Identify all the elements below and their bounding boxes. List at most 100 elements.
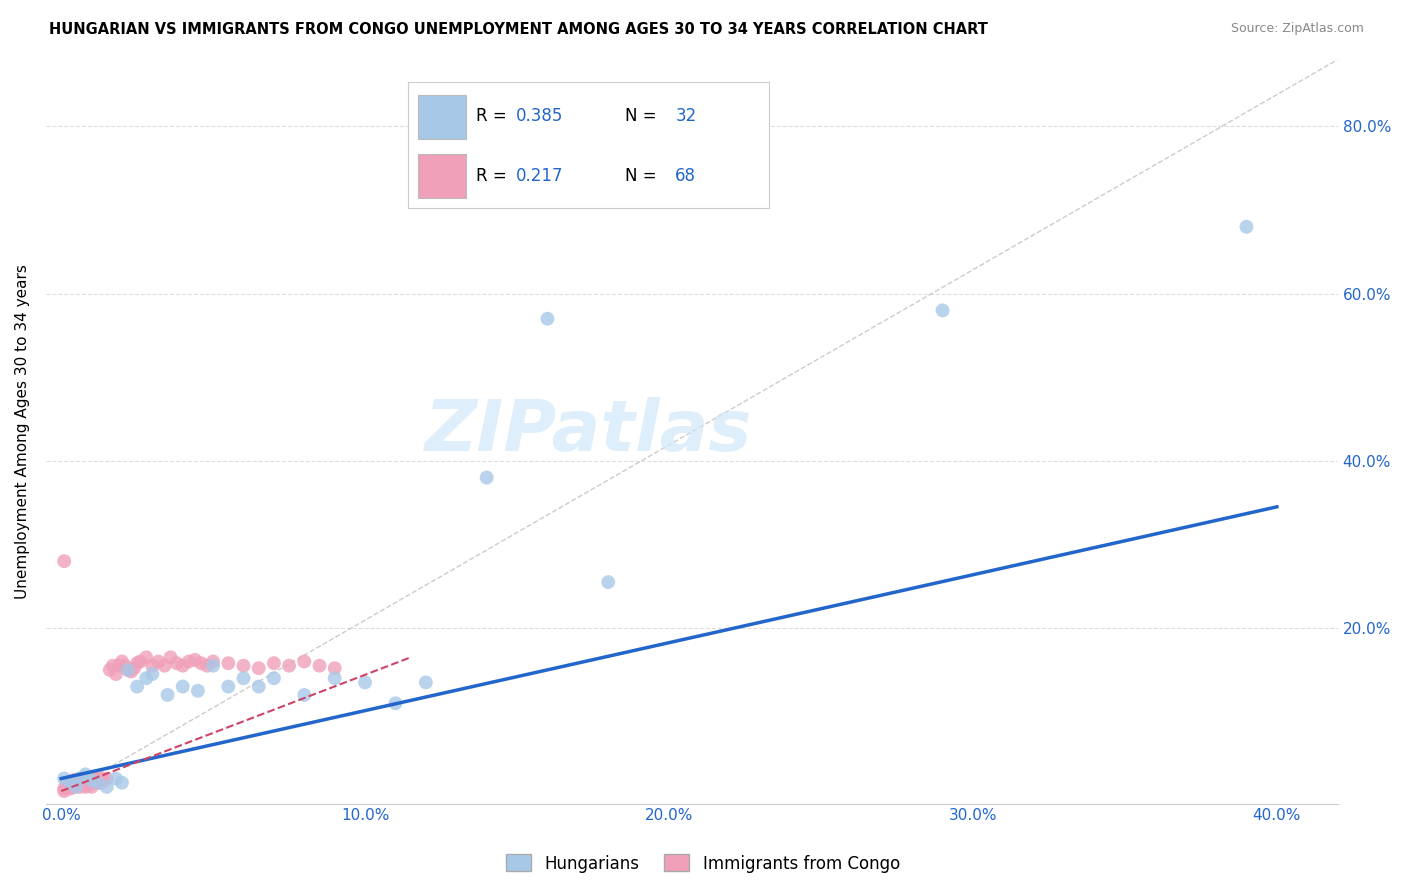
Point — [153, 658, 176, 673]
Point — [108, 658, 131, 673]
Point — [263, 656, 285, 670]
Point — [93, 773, 115, 788]
Point — [323, 671, 346, 685]
Point — [148, 655, 170, 669]
Point — [56, 780, 79, 794]
Y-axis label: Unemployment Among Ages 30 to 34 years: Unemployment Among Ages 30 to 34 years — [15, 264, 30, 599]
Point — [96, 772, 118, 786]
Point — [83, 772, 105, 786]
Point — [323, 661, 346, 675]
Point — [62, 775, 84, 789]
Point — [75, 775, 97, 789]
Point — [77, 773, 100, 788]
Point — [72, 778, 94, 792]
Point — [65, 778, 87, 792]
Point — [292, 688, 315, 702]
Point — [83, 775, 105, 789]
Point — [172, 658, 194, 673]
Point — [190, 656, 212, 670]
Point — [177, 655, 200, 669]
Point — [75, 780, 97, 794]
Point — [56, 775, 79, 789]
Point — [72, 775, 94, 789]
Point — [232, 671, 254, 685]
Point — [354, 675, 377, 690]
Point — [166, 656, 188, 670]
Point — [67, 775, 90, 789]
Point — [292, 655, 315, 669]
Point — [86, 775, 108, 789]
Point — [98, 663, 121, 677]
Point — [53, 781, 76, 796]
Point — [247, 661, 270, 675]
Point — [53, 772, 76, 786]
Point — [65, 780, 87, 794]
Point — [217, 680, 239, 694]
Point — [195, 658, 218, 673]
Point — [127, 656, 149, 670]
Point — [308, 658, 330, 673]
Point — [59, 781, 82, 796]
Point — [278, 658, 301, 673]
Point — [475, 470, 498, 484]
Point — [80, 773, 103, 788]
Point — [67, 780, 90, 794]
Point — [59, 778, 82, 792]
Point — [931, 303, 953, 318]
Point — [598, 575, 620, 590]
Point — [86, 775, 108, 789]
Point — [156, 688, 179, 702]
Point — [65, 773, 87, 788]
Point — [114, 658, 136, 673]
Point — [202, 658, 225, 673]
Point — [62, 773, 84, 788]
Point — [202, 655, 225, 669]
Text: HUNGARIAN VS IMMIGRANTS FROM CONGO UNEMPLOYMENT AMONG AGES 30 TO 34 YEARS CORREL: HUNGARIAN VS IMMIGRANTS FROM CONGO UNEMP… — [49, 22, 988, 37]
Point — [90, 772, 112, 786]
Point — [1236, 219, 1258, 234]
Text: Source: ZipAtlas.com: Source: ZipAtlas.com — [1230, 22, 1364, 36]
Point — [53, 554, 76, 568]
Point — [67, 772, 90, 786]
Point — [104, 667, 127, 681]
Point — [111, 655, 134, 669]
Point — [80, 775, 103, 789]
Point — [111, 775, 134, 789]
Point — [65, 775, 87, 789]
Point — [384, 696, 406, 710]
Point — [67, 773, 90, 788]
Point — [263, 671, 285, 685]
Point — [127, 680, 149, 694]
Point — [141, 658, 163, 673]
Text: ZIPatlas: ZIPatlas — [425, 397, 752, 467]
Point — [77, 778, 100, 792]
Point — [80, 772, 103, 786]
Point — [217, 656, 239, 670]
Point — [184, 653, 207, 667]
Point — [72, 772, 94, 786]
Point — [187, 683, 209, 698]
Point — [80, 780, 103, 794]
Point — [122, 661, 145, 675]
Point — [104, 772, 127, 786]
Point — [117, 663, 139, 677]
Point — [59, 780, 82, 794]
Point — [117, 663, 139, 677]
Point — [62, 780, 84, 794]
Point — [101, 658, 124, 673]
Point — [53, 784, 76, 798]
Point — [415, 675, 437, 690]
Legend: Hungarians, Immigrants from Congo: Hungarians, Immigrants from Congo — [499, 847, 907, 880]
Point — [56, 778, 79, 792]
Point — [159, 650, 181, 665]
Point — [75, 773, 97, 788]
Point — [135, 671, 157, 685]
Point — [59, 775, 82, 789]
Point — [247, 680, 270, 694]
Point — [536, 311, 558, 326]
Point — [172, 680, 194, 694]
Point — [86, 772, 108, 786]
Point — [141, 667, 163, 681]
Point — [120, 665, 142, 679]
Point — [90, 775, 112, 789]
